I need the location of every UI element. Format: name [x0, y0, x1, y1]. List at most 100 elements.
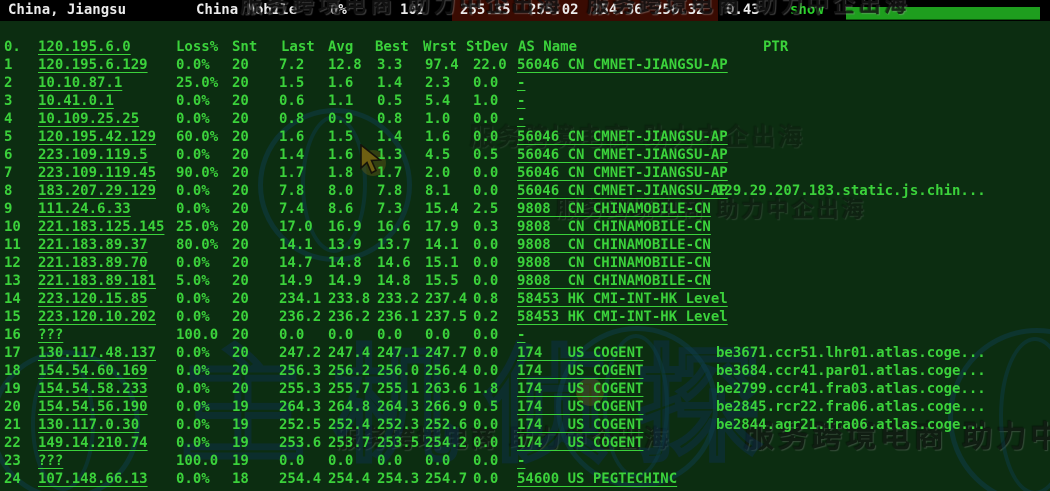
hop-asname[interactable]: -	[517, 111, 526, 127]
hop-snt: 20	[232, 273, 249, 289]
hop-snt: 20	[232, 309, 249, 325]
hop-last: 255.3	[279, 381, 322, 397]
watermark-slogan-top: 服务跨境电商 助力中企出海 服务跨境电商 助力中企出海	[240, 0, 911, 18]
hop-last: 0.8	[279, 111, 305, 127]
summary-bar: China, Jiangsu China Mobile 0% 101 255.3…	[0, 0, 1050, 21]
hop-ip[interactable]: 10.41.0.1	[38, 93, 114, 109]
hop-best: 256.0	[377, 363, 420, 379]
hop-wrst: 14.1	[425, 237, 459, 253]
hop-asname[interactable]: -	[517, 75, 526, 91]
hop-snt: 20	[232, 57, 249, 73]
hop-last: 1.6	[279, 129, 305, 145]
hop-wrst: 263.6	[425, 381, 468, 397]
hop-asname[interactable]: 174 US COGENT	[517, 435, 644, 451]
hop-ip[interactable]: 223.109.119.5	[38, 147, 148, 163]
hop-ip[interactable]: 221.183.89.70	[38, 255, 148, 271]
hop-asname[interactable]: 56046 CN CMNET-JIANGSU-AP	[517, 183, 728, 199]
hop-asname[interactable]: 174 US COGENT	[517, 363, 644, 379]
hop-avg: 264.8	[328, 399, 371, 415]
hop-ip[interactable]: 130.117.0.30	[38, 417, 140, 433]
hop-last: 0.0	[279, 327, 305, 343]
hop-ip[interactable]: 223.109.119.45	[38, 165, 157, 181]
hop-asname[interactable]: 174 US COGENT	[517, 381, 644, 397]
hop-ip[interactable]: 223.120.10.202	[38, 309, 157, 325]
hop-asname[interactable]: 58453 HK CMI-INT-HK Level	[517, 291, 728, 307]
hop-asname[interactable]: 174 US COGENT	[517, 399, 644, 415]
hop-ip[interactable]: 183.207.29.129	[38, 183, 157, 199]
summary-stdev: 0.43	[726, 2, 760, 18]
hop-asname[interactable]: -	[517, 453, 526, 469]
hop-ip[interactable]: ???	[38, 327, 64, 343]
hop-ip[interactable]: 221.183.125.145	[38, 219, 165, 235]
hop-row: 6 223.109.119.5 0.0% 20 1.4 1.6 1.3 4.5 0.5 56046…	[0, 146, 1050, 164]
hop-ip[interactable]: 120.195.6.129	[38, 57, 148, 73]
hop-ip[interactable]: 154.54.56.190	[38, 399, 148, 415]
hop-row: 9 111.24.6.33 0.0% 20 7.4 8.6 7.3 15.4 2.5 9808 C…	[0, 200, 1050, 218]
hop-asname[interactable]: 174 US COGENT	[517, 345, 644, 361]
hop-loss: 0.0%	[176, 363, 210, 379]
hop-best: 255.1	[377, 381, 420, 397]
hop-avg: 16.9	[328, 219, 362, 235]
hop-loss: 80.0%	[176, 237, 219, 253]
hop-asname[interactable]: 56046 CN CMNET-JIANGSU-AP	[517, 147, 728, 163]
hop-ip[interactable]: 221.183.89.37	[38, 237, 148, 253]
hop-stdev: 0.0	[473, 327, 499, 343]
show-link[interactable]: show	[790, 2, 824, 18]
hop-ip[interactable]: 223.120.15.85	[38, 291, 148, 307]
hop-rank: 17	[4, 345, 21, 361]
hop-avg: 252.4	[328, 417, 371, 433]
hop-rank: 14	[4, 291, 21, 307]
hop-asname[interactable]: -	[517, 93, 526, 109]
hop-asname[interactable]: 56046 CN CMNET-JIANGSU-AP	[517, 129, 728, 145]
hop-rank: 12	[4, 255, 21, 271]
hop-asname[interactable]: 9808 CN CHINAMOBILE-CN	[517, 237, 711, 253]
hop-row: 24 107.148.66.13 0.0% 18 254.4 254.4 254.3 254.…	[0, 470, 1050, 488]
hop-row: 1 120.195.6.129 0.0% 20 7.2 12.8 3.3 97.4 22.0 56…	[0, 56, 1050, 74]
hop-rank: 10	[4, 219, 21, 235]
hop-snt: 20	[232, 255, 249, 271]
hop-asname[interactable]: 56046 CN CMNET-JIANGSU-AP	[517, 57, 728, 73]
hop-ip[interactable]: 111.24.6.33	[38, 201, 131, 217]
hop-ptr: be2844.agr21.fra06.atlas.coge...	[716, 417, 986, 433]
hop-ip[interactable]: 154.54.60.169	[38, 363, 148, 379]
hop-ip[interactable]: 149.14.210.74	[38, 435, 148, 451]
hop-avg: 12.8	[328, 57, 362, 73]
hop-rank: 6	[4, 147, 13, 163]
hop-asname[interactable]: 54600 US PEGTECHINC	[517, 471, 678, 487]
hop-ip[interactable]: 221.183.89.181	[38, 273, 157, 289]
hop-asname[interactable]: -	[517, 327, 526, 343]
hop-best: 13.7	[377, 237, 411, 253]
hop-avg: 1.1	[328, 93, 354, 109]
hop-ip[interactable]: ???	[38, 453, 64, 469]
hop-rank: 21	[4, 417, 21, 433]
hop-loss: 25.0%	[176, 75, 219, 91]
hop-ip[interactable]: 107.148.66.13	[38, 471, 148, 487]
latency-highlight-bg	[452, 0, 718, 21]
hop-rank: 1	[4, 57, 13, 73]
hop-snt: 19	[232, 435, 249, 451]
hop-asname[interactable]: 174 US COGENT	[517, 417, 644, 433]
hop-asname[interactable]: 9808 CN CHINAMOBILE-CN	[517, 219, 711, 235]
hop-row: 5 120.195.42.129 60.0% 20 1.6 1.5 1.4 1.6 0.0 560…	[0, 128, 1050, 146]
hop-ip[interactable]: 10.109.25.25	[38, 111, 140, 127]
hop-row: 20 154.54.56.190 0.0% 19 264.3 264.8 264.3 266.…	[0, 398, 1050, 416]
hop-ip[interactable]: 120.195.42.129	[38, 129, 157, 145]
hop-asname[interactable]: 9808 CN CHINAMOBILE-CN	[517, 255, 711, 271]
hop-ip[interactable]: 10.10.87.1	[38, 75, 123, 91]
hop-stdev: 0.0	[473, 255, 499, 271]
hop-wrst: 1.0	[425, 111, 451, 127]
hop-wrst: 8.1	[425, 183, 451, 199]
hop-stdev: 0.0	[473, 129, 499, 145]
hop-ip[interactable]: 154.54.58.233	[38, 381, 148, 397]
hop-wrst: 237.5	[425, 309, 468, 325]
hop-asname[interactable]: 9808 CN CHINAMOBILE-CN	[517, 201, 711, 217]
hop-ptr: be3684.ccr41.par01.atlas.coge...	[716, 363, 986, 379]
hop-asname[interactable]: 9808 CN CHINAMOBILE-CN	[517, 273, 711, 289]
hop-ip[interactable]: 130.117.48.137	[38, 345, 157, 361]
hop-stdev: 22.0	[473, 57, 507, 73]
hop-asname[interactable]: 56046 CN CMNET-JIANGSU-AP	[517, 165, 728, 181]
hop-wrst: 17.9	[425, 219, 459, 235]
hop-asname[interactable]: 58453 HK CMI-INT-HK Level	[517, 309, 728, 325]
hop-stdev: 0.0	[473, 471, 499, 487]
hop-last: 253.6	[279, 435, 322, 451]
